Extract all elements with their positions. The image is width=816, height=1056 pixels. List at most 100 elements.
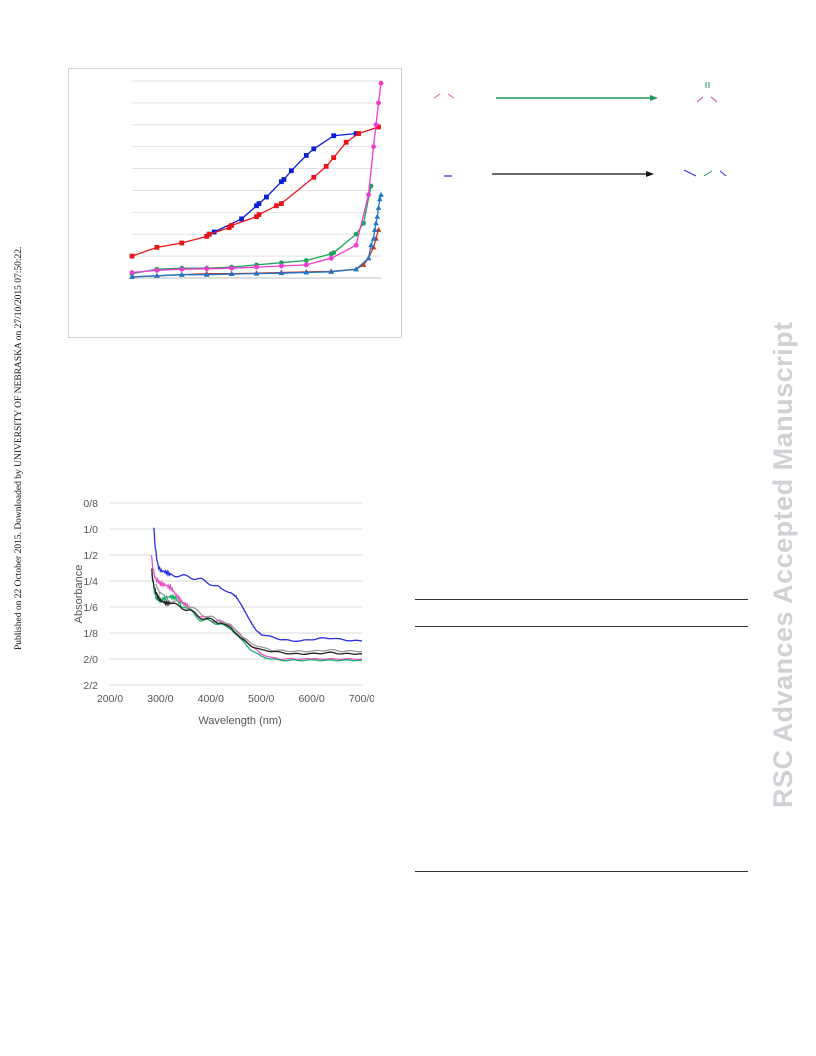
data-point bbox=[253, 270, 260, 276]
data-point bbox=[256, 201, 262, 206]
arrowhead-green bbox=[650, 95, 658, 101]
data-point bbox=[378, 80, 384, 86]
data-point bbox=[279, 201, 284, 206]
data-point bbox=[343, 139, 349, 145]
x-tick-label: 700/0 bbox=[349, 693, 374, 705]
accepted-manuscript-watermark: RSC Advances Accepted Manuscript bbox=[768, 321, 798, 808]
data-point bbox=[204, 234, 210, 239]
data-point bbox=[226, 225, 232, 231]
y-tick-label: 0/8 bbox=[83, 498, 98, 510]
data-point bbox=[206, 231, 212, 237]
table-header-rule bbox=[415, 626, 748, 627]
structure-fragment-product-green bbox=[703, 170, 713, 177]
x-tick-label: 600/0 bbox=[298, 693, 324, 705]
x-axis-label: Wavelength (nm) bbox=[198, 715, 281, 727]
data-point bbox=[353, 242, 359, 248]
data-point bbox=[279, 263, 284, 269]
data-point bbox=[278, 270, 285, 276]
data-point bbox=[239, 216, 244, 222]
data-point bbox=[360, 261, 367, 267]
data-point bbox=[303, 262, 309, 268]
table-bottom-rule bbox=[415, 871, 748, 872]
chart-curves bbox=[68, 68, 402, 338]
x-tick-labels: 200/0 300/0 400/0 500/0 600/0 700/0 bbox=[97, 693, 374, 705]
data-point bbox=[370, 235, 377, 241]
data-point bbox=[129, 253, 135, 259]
data-point bbox=[264, 194, 269, 200]
data-point bbox=[229, 265, 235, 271]
data-point bbox=[279, 260, 284, 266]
data-point bbox=[331, 133, 337, 139]
data-point bbox=[203, 271, 210, 277]
structure-fragment-right bbox=[696, 82, 718, 103]
data-point bbox=[374, 213, 381, 219]
spectrum-line-4 bbox=[151, 568, 363, 655]
y-tick-labels: 0/8 1/0 1/2 1/4 1/6 1/8 2/0 2/2 bbox=[83, 498, 98, 692]
y-tick-label: 1/2 bbox=[83, 550, 98, 562]
y-axis-label: Absorbance bbox=[73, 565, 85, 624]
chart-absorbance: 0/8 1/0 1/2 1/4 1/6 1/8 2/0 2/2 200/0 300/0 400/0… bbox=[73, 498, 374, 727]
structure-fragment-right-pink bbox=[696, 96, 718, 103]
data-point bbox=[129, 270, 135, 275]
y-tick-label: 2/0 bbox=[83, 654, 98, 666]
data-point bbox=[303, 153, 309, 158]
data-point bbox=[331, 155, 337, 161]
data-point bbox=[328, 268, 334, 274]
data-point bbox=[179, 266, 185, 272]
y-tick-label: 1/4 bbox=[83, 576, 98, 588]
table-top-rule bbox=[415, 599, 748, 600]
data-point bbox=[228, 271, 235, 277]
data-point bbox=[179, 271, 185, 277]
spectrum-line-1 bbox=[153, 527, 362, 642]
data-point bbox=[323, 163, 329, 169]
data-point bbox=[254, 264, 259, 270]
y-tick-label: 2/2 bbox=[83, 680, 98, 692]
data-point bbox=[303, 269, 310, 275]
arrowhead-black bbox=[646, 171, 654, 177]
x-tick-label: 300/0 bbox=[147, 693, 173, 705]
data-point bbox=[353, 131, 359, 136]
data-point bbox=[311, 174, 317, 180]
data-point bbox=[204, 266, 210, 272]
data-point bbox=[288, 168, 294, 174]
data-point bbox=[353, 266, 359, 272]
data-point bbox=[376, 196, 383, 202]
chart-series bbox=[150, 527, 363, 662]
data-point bbox=[274, 203, 279, 209]
data-point bbox=[376, 124, 381, 130]
data-point bbox=[356, 131, 361, 136]
data-point bbox=[154, 272, 160, 278]
data-point bbox=[328, 255, 334, 261]
structure-fragment-product bbox=[683, 169, 697, 177]
data-point bbox=[353, 231, 359, 237]
reaction-scheme bbox=[433, 82, 727, 177]
structure-fragment-product-blue bbox=[719, 170, 727, 177]
y-tick-label: 1/6 bbox=[83, 602, 98, 614]
spectrum-line-5 bbox=[155, 583, 363, 653]
data-point bbox=[365, 255, 372, 261]
data-point bbox=[229, 223, 234, 228]
data-point bbox=[376, 100, 381, 106]
data-point bbox=[375, 204, 382, 210]
data-point bbox=[279, 179, 284, 185]
publication-note: Published on 22 October 2015. Downloaded… bbox=[14, 246, 24, 650]
data-point bbox=[331, 250, 337, 256]
data-point bbox=[373, 220, 379, 226]
x-tick-label: 200/0 bbox=[97, 693, 123, 705]
chart-gridlines bbox=[132, 80, 381, 279]
data-point bbox=[378, 191, 384, 197]
data-point bbox=[254, 203, 259, 209]
y-tick-label: 1/8 bbox=[83, 628, 98, 640]
data-point bbox=[368, 242, 374, 248]
chart-gridlines bbox=[110, 502, 362, 686]
data-point bbox=[154, 267, 160, 273]
data-point bbox=[371, 144, 376, 150]
y-tick-label: 1/0 bbox=[83, 524, 98, 536]
data-point bbox=[281, 177, 287, 182]
data-point bbox=[256, 212, 262, 217]
chart-series bbox=[129, 80, 384, 279]
data-point bbox=[311, 146, 317, 152]
data-point bbox=[254, 214, 259, 220]
structure-fragment-left bbox=[433, 93, 455, 99]
data-point bbox=[366, 192, 371, 198]
